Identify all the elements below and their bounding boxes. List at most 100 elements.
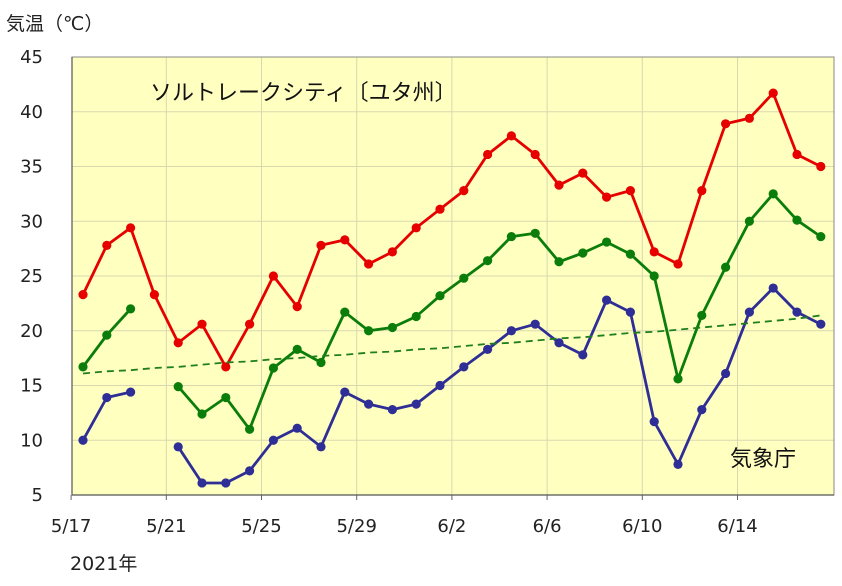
data-point [197,478,207,488]
data-point [459,362,469,372]
y-tick-label: 20 [20,321,43,342]
data-point [554,257,564,267]
data-point [197,409,207,419]
data-point [316,240,326,250]
data-point [245,466,255,476]
data-point [364,259,374,269]
data-point [483,256,493,266]
y-tick-label: 5 [32,485,43,506]
data-point [126,223,136,233]
data-point [221,362,231,372]
data-point [364,399,374,409]
data-point [816,231,826,242]
y-tick-label: 30 [20,211,43,232]
data-point [387,322,397,333]
tick-labels: 45 40 35 30 25 20 15 10 5 5/17 5/21 5/25 5/29 6/2 6/6 6… [20,47,758,537]
data-point [78,290,88,300]
data-point [602,192,612,202]
x-tick-label: 6/14 [717,516,757,537]
y-tick-label: 35 [20,157,43,178]
source-label: 気象庁 [730,447,796,472]
data-point [411,311,421,322]
data-point [721,368,731,379]
series-line [82,314,821,375]
data-point [387,247,397,257]
y-axis-label: 気温（℃） [6,13,103,35]
x-tick-label: 5/29 [336,516,376,537]
data-point [816,319,826,329]
data-point [411,223,421,233]
data-point [292,302,302,312]
data-point [602,237,612,247]
series-2 [78,283,826,488]
x-tick-label: 5/25 [241,516,281,537]
data-point [506,231,516,242]
data-point [102,330,112,340]
data-point [697,310,707,321]
data-point [340,387,350,397]
chart-title: ソルトレークシティ〔ユタ州〕 [150,81,457,106]
y-tick-label: 10 [20,430,43,451]
data-point [483,344,493,354]
y-tick-label: 15 [20,376,43,397]
data-point [578,350,588,360]
data-point [173,381,183,392]
data-point [435,204,445,214]
data-point [792,149,802,160]
data-point [173,442,183,452]
data-point [625,249,636,259]
data-point [530,319,540,329]
y-tick-label: 45 [20,47,43,68]
data-point [721,262,731,272]
data-point [483,149,493,160]
data-point [126,387,136,397]
data-point [126,304,136,314]
data-point [673,374,683,384]
data-point [625,185,636,196]
data-point [554,338,564,348]
data-point [530,149,540,160]
data-point [506,131,516,141]
data-point [697,185,707,196]
data-point [268,271,278,281]
data-point [78,362,88,372]
year-label: 2021年 [70,553,137,575]
data-point [792,307,802,317]
data-point [340,235,350,245]
y-tick-label: 40 [20,102,43,123]
data-point [506,326,516,336]
data-point [435,380,445,391]
series-line [81,91,822,369]
data-point [768,283,778,293]
data-point [364,326,374,336]
data-point [268,363,278,373]
data-point [744,216,755,226]
data-point [625,307,636,317]
data-point [792,215,802,225]
data-point [816,161,826,172]
data-point [221,478,231,488]
data-point [530,228,540,238]
data-point [245,424,255,434]
data-point [268,435,278,445]
series-0 [78,88,826,372]
data-point [649,247,659,257]
data-point [102,240,112,250]
data-point [221,392,231,403]
data-point [673,259,683,269]
data-point [78,435,88,445]
data-point [149,290,159,300]
data-point [292,344,302,354]
data-point [744,113,755,123]
x-tick-label: 6/10 [622,516,662,537]
data-point [197,319,207,329]
data-point [387,404,397,415]
data-point [744,307,755,317]
data-point [173,338,183,348]
series-layer [78,88,826,488]
data-point [649,271,659,281]
data-point [721,119,731,129]
data-point [578,248,588,258]
data-point [292,423,302,433]
